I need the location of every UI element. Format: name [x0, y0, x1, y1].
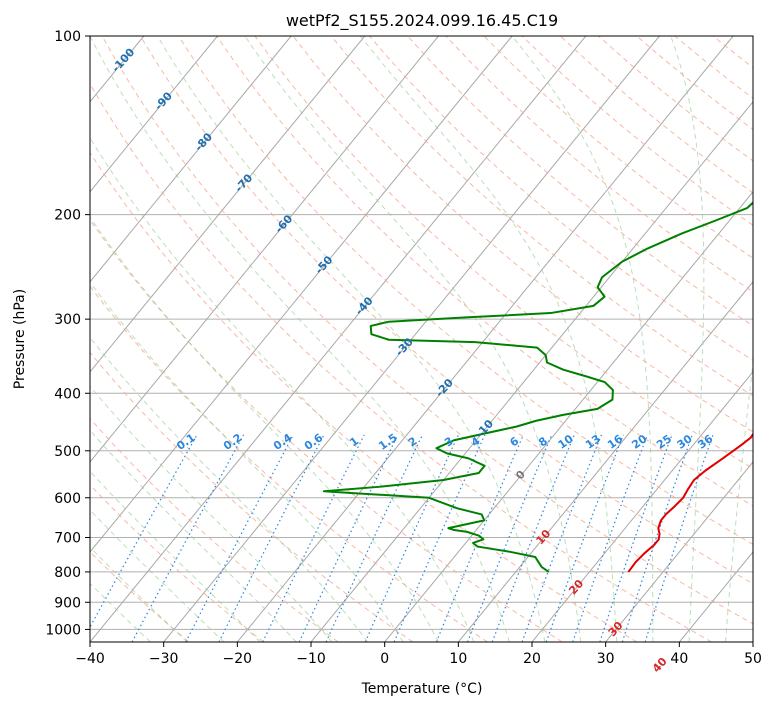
mixing-ratio-line: [435, 434, 524, 642]
isotherm-line: [163, 36, 660, 642]
x-tick-label: 0: [380, 651, 389, 667]
x-tick-label: −10: [296, 651, 326, 667]
plot-background: [90, 36, 753, 642]
mixing-ratio-line: [644, 434, 714, 642]
dewpoint-profile: [322, 201, 753, 573]
x-tick-label: −40: [75, 651, 105, 667]
mixing-ratio-line: [393, 434, 486, 642]
dry-adiabat: [750, 36, 753, 39]
mixing-ratio-line: [466, 434, 553, 642]
isotherm-line: [236, 36, 734, 642]
dry-adiabat: [90, 484, 264, 642]
dry-adiabat: [369, 36, 753, 362]
moist-adiabat: [90, 470, 261, 642]
moist-adiabat: [670, 36, 705, 642]
isotherm-line: [457, 281, 753, 642]
dry-adiabat: [90, 551, 190, 642]
dry-adiabat: [178, 36, 753, 545]
dry-adiabat: [90, 219, 563, 642]
x-tick-label: 30: [597, 651, 615, 667]
y-tick-label: 900: [54, 595, 81, 611]
isotherm-line: [752, 641, 753, 642]
dry-adiabat: [139, 36, 753, 585]
isotherm-line: [90, 36, 366, 373]
x-tick-label: 20: [523, 651, 541, 667]
y-tick-label: 600: [54, 491, 81, 507]
dry-adiabat: [407, 36, 753, 327]
isotherm-line: [384, 191, 753, 642]
isotherm-line: [90, 36, 218, 193]
y-tick-label: 400: [54, 386, 81, 402]
x-tick-label: 10: [449, 651, 467, 667]
y-tick-label: 500: [54, 444, 81, 460]
x-tick-label: −30: [149, 651, 179, 667]
mixing-ratio-line: [325, 434, 423, 642]
x-tick-label: −20: [223, 651, 253, 667]
moist-adiabat: [157, 36, 546, 642]
mixing-ratio-line: [298, 434, 399, 642]
isotherm-line: [605, 461, 753, 642]
dry-adiabat: [101, 36, 753, 625]
y-tick-label: 100: [54, 29, 81, 45]
temperature-profile: [627, 432, 753, 573]
mixing-ratio-line: [218, 434, 325, 642]
y-tick-label: 1000: [45, 622, 81, 638]
isotherm-line: [310, 100, 753, 642]
y-tick-label: 300: [54, 312, 81, 328]
y-tick-label: 200: [54, 208, 81, 224]
dry-adiabat: [216, 36, 753, 507]
dry-adiabat: [90, 351, 414, 642]
moist-adiabat: [90, 385, 333, 642]
moist-adiabat: [90, 216, 439, 642]
isotherm-label: 40: [650, 655, 670, 675]
dry-adiabat: [90, 151, 638, 642]
moist-adiabat: [90, 336, 369, 642]
y-axis-label: Pressure (hPa): [12, 289, 28, 389]
isotherm-line: [531, 371, 753, 642]
moist-adiabat: [90, 281, 404, 642]
y-axis: 100 200 300 400 500 600 700 800 900 1000: [45, 29, 90, 638]
isotherm-line: [90, 36, 587, 642]
dry-adiabat: [90, 83, 712, 642]
mixing-ratio-line: [621, 434, 693, 642]
isotherm-line: [0, 36, 70, 642]
plot-area: [0, 36, 753, 642]
mixing-ratio-line: [90, 434, 198, 629]
moist-adiabat: [90, 36, 510, 642]
moist-adiabat: [90, 429, 297, 642]
moist-adiabat: [725, 358, 753, 642]
mixing-ratio-line: [185, 434, 294, 642]
mixing-ratio-line: [262, 434, 365, 642]
dry-adiabat: [90, 285, 488, 642]
y-tick-label: 800: [54, 565, 81, 581]
chart-title: wetPf2_S155.2024.099.16.45.C19: [286, 11, 558, 31]
x-tick-label: 50: [744, 651, 762, 667]
isotherm-line: [90, 36, 439, 463]
plot-frame: [89, 35, 754, 643]
mixing-ratio-line: [364, 434, 459, 642]
moist-adiabat: [244, 36, 582, 642]
x-axis-label: Temperature (°C): [361, 681, 483, 697]
y-tick-label: 700: [54, 531, 81, 547]
x-axis: −40 −30 −20 −10 0 10 20 30 40 50: [75, 642, 762, 667]
moist-adiabat: [511, 36, 654, 642]
dry-adiabat: [292, 36, 753, 433]
moist-adiabat: [359, 36, 618, 642]
isotherm-line: [90, 36, 513, 553]
mixing-ratio-line: [131, 434, 245, 642]
x-tick-label: 40: [670, 651, 688, 667]
